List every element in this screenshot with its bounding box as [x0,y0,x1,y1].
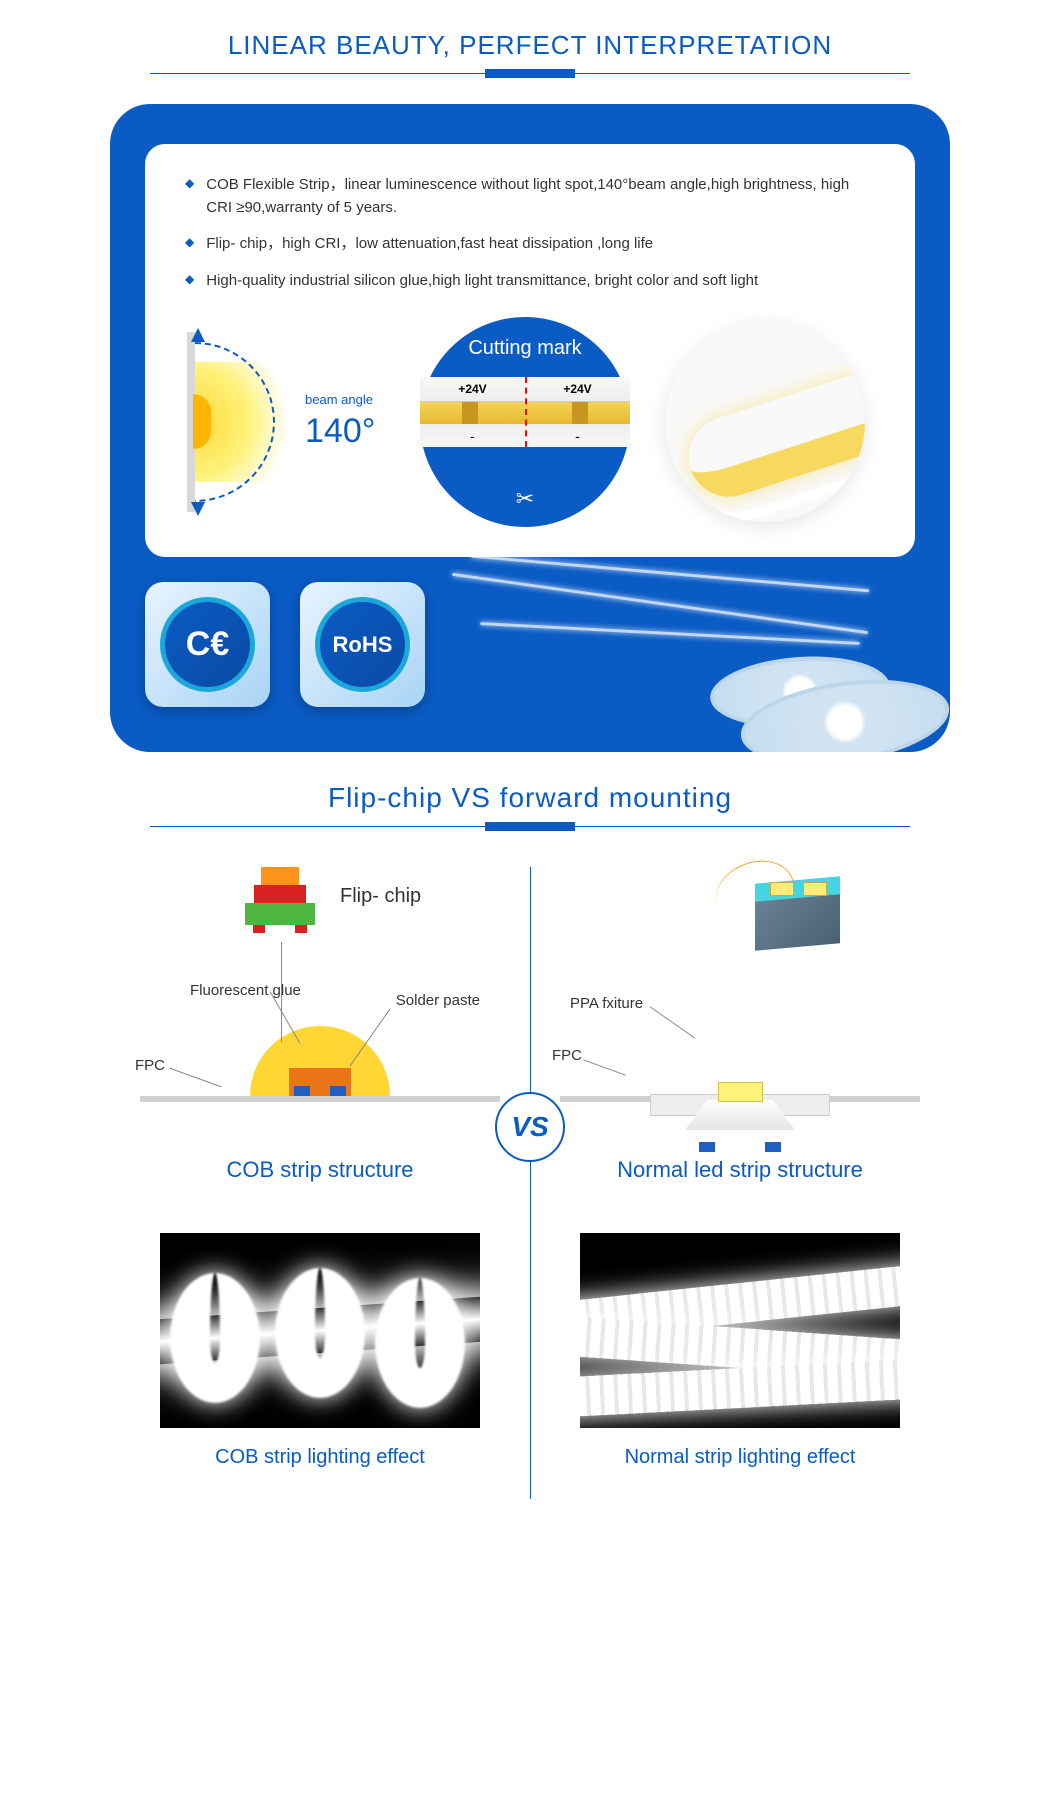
bullet-item: COB Flexible Strip，linear luminescence w… [185,174,875,219]
ppa-label: PPA fxiture [570,995,643,1012]
rohs-badge: RoHS [300,582,425,707]
flip-chip-label: Flip- chip [340,885,421,908]
normal-column: PPA fxiture FPC Normal led strip structu… [530,867,950,1499]
beam-value: 140° [305,412,375,451]
scissors-icon: ✂ [516,486,534,512]
bullet-item: High-quality industrial silicon glue,hig… [185,270,875,293]
cob-column: Flip- chip FPC Fluorescent glue Solder p… [110,867,530,1499]
strip-sample-image [665,322,865,522]
vs-divider-line [530,867,531,1499]
fpc-label: FPC [135,1057,165,1074]
section-title-2: Flip-chip VS forward mounting [0,782,1060,814]
flip-chip-icon [235,867,325,925]
normal-effect-image [580,1233,900,1428]
vs-badge: VS [495,1092,565,1162]
section-header-2: Flip-chip VS forward mounting [0,782,1060,827]
feature-box: COB Flexible Strip，linear luminescence w… [145,144,915,557]
blue-panel: COB Flexible Strip，linear luminescence w… [110,104,950,752]
diagram-row: beam angle 140° Cutting mark +24V +24V - [185,317,875,527]
comparison-section: VS Flip- chip FPC Fluorescent glue Solde… [110,867,950,1499]
cob-effect-image [160,1233,480,1428]
section-title-1: LINEAR BEAUTY, PERFECT INTERPRETATION [0,30,1060,61]
cob-effect-label: COB strip lighting effect [110,1446,530,1469]
cutting-mark-diagram: Cutting mark +24V +24V - - [420,317,630,527]
section-header-1: LINEAR BEAUTY, PERFECT INTERPRETATION [0,30,1060,74]
cob-structure-diagram: Flip- chip FPC Fluorescent glue Solder p… [140,867,500,1157]
led-reels-decoration [470,512,950,752]
ce-badge: C€ [145,582,270,707]
divider [150,73,910,74]
beam-angle-diagram: beam angle 140° [195,322,385,522]
fpc-label-2: FPC [552,1047,582,1064]
normal-struct-label: Normal led strip structure [530,1157,950,1183]
smd-chip-icon [745,872,865,957]
cob-struct-label: COB strip structure [110,1157,530,1183]
paste-label: Solder paste [396,992,480,1009]
glue-label: Fluorescent glue [190,982,301,999]
bullet-item: Flip- chip，high CRI，low attenuation,fast… [185,233,875,256]
divider [150,826,910,827]
cutting-title: Cutting mark [420,337,630,360]
normal-effect-label: Normal strip lighting effect [530,1446,950,1469]
normal-structure-diagram: PPA fxiture FPC [560,867,920,1157]
beam-label: beam angle [305,392,373,407]
